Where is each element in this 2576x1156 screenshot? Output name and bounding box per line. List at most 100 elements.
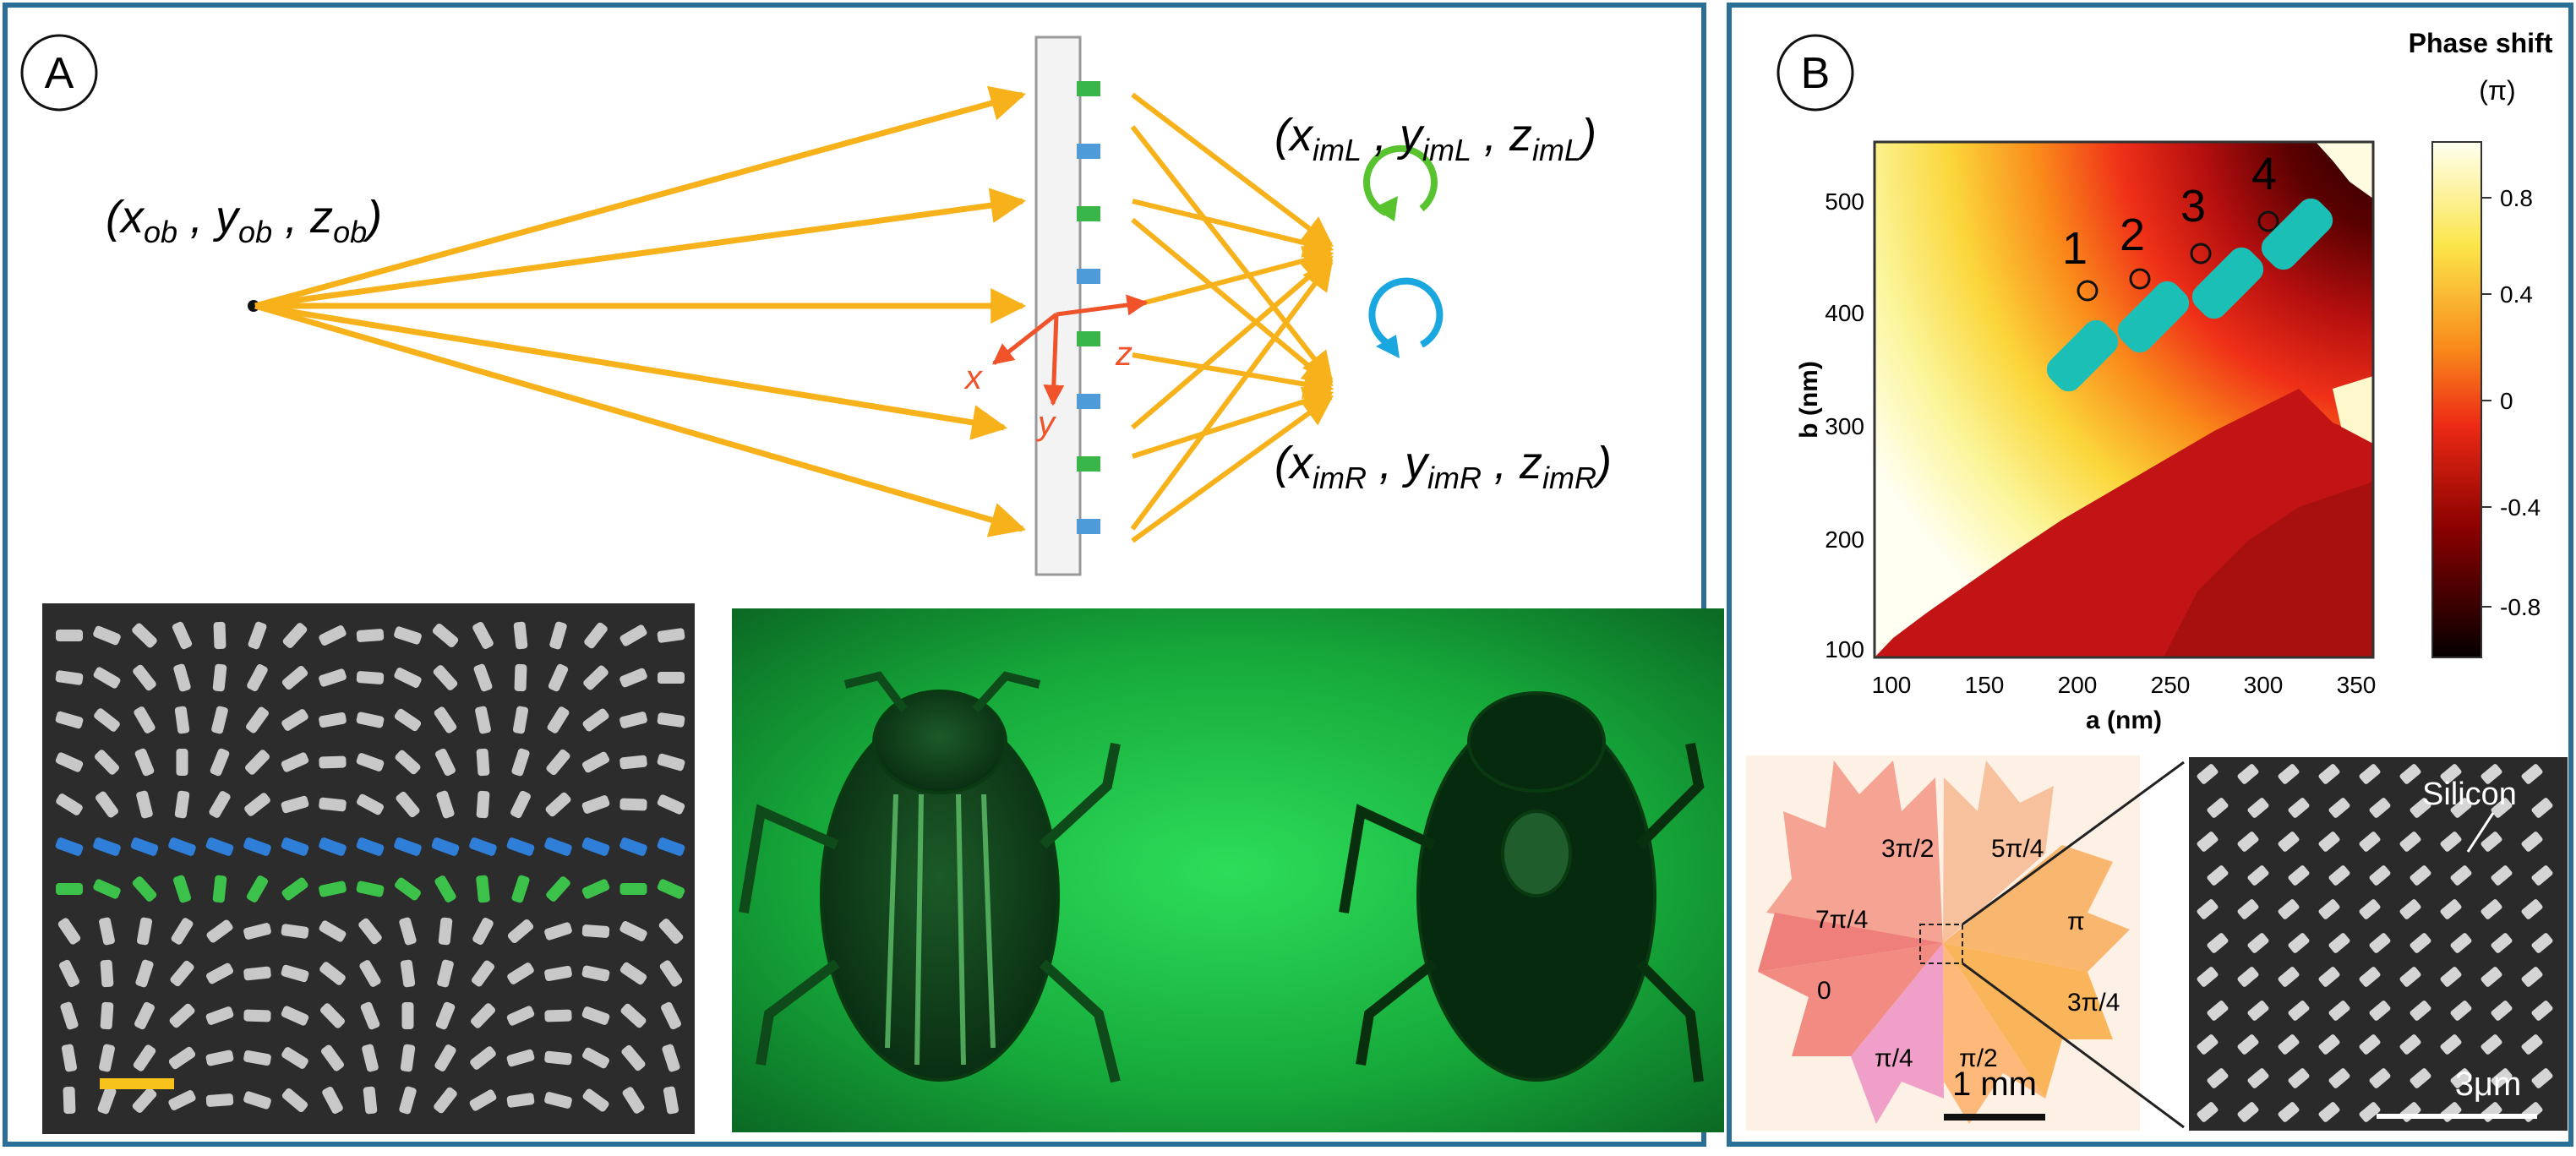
silicon-pillar <box>2450 1068 2472 1088</box>
nanopillar <box>619 883 647 895</box>
sector-label: 3π/2 <box>1881 835 1934 863</box>
colorbar-tick-label: 0 <box>2500 388 2513 414</box>
x-tick-label: 150 <box>1965 672 2005 698</box>
beetle-image <box>732 608 1724 1132</box>
nanopillar <box>172 875 192 903</box>
nanopillar <box>169 1003 195 1028</box>
silicon-pillar <box>2237 1034 2259 1055</box>
nanopillar <box>133 664 156 691</box>
nanopillar <box>281 924 309 939</box>
nanopillar <box>584 622 608 649</box>
silicon-pillar <box>2410 1001 2431 1021</box>
nanopillar <box>581 795 610 814</box>
nanopillar <box>168 1046 196 1070</box>
silicon-pillar <box>2359 1034 2381 1055</box>
nanopillar <box>544 1050 572 1066</box>
nanopillar <box>401 1002 414 1029</box>
nanopillar <box>57 918 81 945</box>
silicon-pillar <box>2328 865 2350 886</box>
silicon-pillar <box>2399 1034 2421 1055</box>
nanopillar <box>620 1003 647 1028</box>
nanopillar <box>434 875 456 902</box>
silicon-pillar <box>2440 899 2462 919</box>
nanopillar <box>173 663 191 692</box>
nanopillar <box>319 920 347 942</box>
svg-text:B: B <box>1801 49 1831 98</box>
nanopillar <box>432 623 459 648</box>
nanopillar <box>506 1093 535 1108</box>
colorbar: Phase shift (π) 0.8 0.4 0 -0.4 -0.8 <box>2409 28 2553 658</box>
silicon-pillar <box>2207 933 2229 953</box>
phase-heatmap: 1 234 100 150 200 250 300 350 500400300200100 … <box>1795 140 2376 734</box>
silicon-pillar <box>2207 1068 2229 1088</box>
silicon-pillar <box>2318 899 2340 919</box>
silicon-pillar <box>2278 899 2300 919</box>
nanopillar <box>657 837 685 856</box>
nanopillar <box>55 837 84 856</box>
nanopillar <box>581 1047 610 1069</box>
marker-circle <box>2129 268 2151 290</box>
nanopillar <box>281 964 309 983</box>
silicon-pillar <box>2410 798 2431 818</box>
silicon-pillar <box>2288 1068 2310 1088</box>
silicon-pillar <box>2359 832 2381 852</box>
nanopillar <box>243 837 271 856</box>
silicon-pillar <box>2521 1034 2543 1055</box>
nanopillar <box>356 793 385 815</box>
silicon-pillar <box>2369 798 2391 818</box>
nanopillar <box>356 712 385 728</box>
sector-pattern: 3π/2 5π/4 7π/4 π 0 3π/4 π/4 π/2 1 mm <box>1746 755 2185 1131</box>
silicon-pillar <box>2521 764 2543 784</box>
silicon-pillar <box>2207 1001 2229 1021</box>
silicon-pillar <box>2450 798 2472 818</box>
nanopillar <box>435 1001 456 1030</box>
nanopillar <box>97 1086 117 1115</box>
silicon-pillar <box>2328 1068 2350 1088</box>
nanopillar <box>511 748 530 777</box>
nanopillar <box>472 917 494 946</box>
nanopillar <box>658 672 685 684</box>
nanopillar <box>358 918 382 945</box>
nanopillar <box>619 962 647 985</box>
nanopillar <box>243 1009 271 1022</box>
nanopillar <box>213 621 226 650</box>
silicon-pillar <box>2288 865 2310 886</box>
silicon-pillar <box>2531 1068 2553 1088</box>
nanopillar <box>99 1044 115 1072</box>
silicon-pillar <box>2328 1001 2350 1021</box>
silicon-pillar <box>2450 865 2472 886</box>
metasurface-plate <box>1034 35 1082 576</box>
nanopillar <box>246 875 269 902</box>
nanopillar <box>210 748 230 777</box>
silicon-pillar <box>2318 1102 2340 1122</box>
nanopillar <box>205 1006 234 1025</box>
nanopillar <box>436 790 455 819</box>
silicon-pillar <box>2369 933 2391 953</box>
sector-label: π/4 <box>1875 1044 1913 1072</box>
nanopillar <box>437 959 454 988</box>
nanopillar <box>322 1086 343 1115</box>
nanopillar <box>431 837 460 856</box>
nanopillar <box>472 960 494 987</box>
nanopillar <box>434 706 457 733</box>
scale-label-left: 1 mm <box>1952 1066 2037 1103</box>
nanopillar <box>475 706 491 734</box>
silicon-pillar <box>2369 1001 2391 1021</box>
silicon-pillar <box>2369 865 2391 886</box>
nanopillar <box>469 1089 497 1111</box>
nanopillar <box>246 706 269 733</box>
y-tick-label: 400 <box>1825 300 1864 326</box>
nanopillar <box>134 706 156 733</box>
nanopillar <box>281 1088 308 1113</box>
coordinate-axes <box>992 294 1149 406</box>
nanopillar <box>205 837 234 856</box>
nanopillar <box>582 1088 609 1112</box>
silicon-pillar <box>2197 1034 2219 1055</box>
nanopillar <box>544 1009 572 1022</box>
silicon-pillar <box>2237 967 2259 987</box>
nanopillar <box>281 837 309 856</box>
silicon-pillar <box>2197 832 2219 852</box>
nanopillar <box>472 621 494 650</box>
y-tick-label: 300 <box>1825 413 1864 439</box>
